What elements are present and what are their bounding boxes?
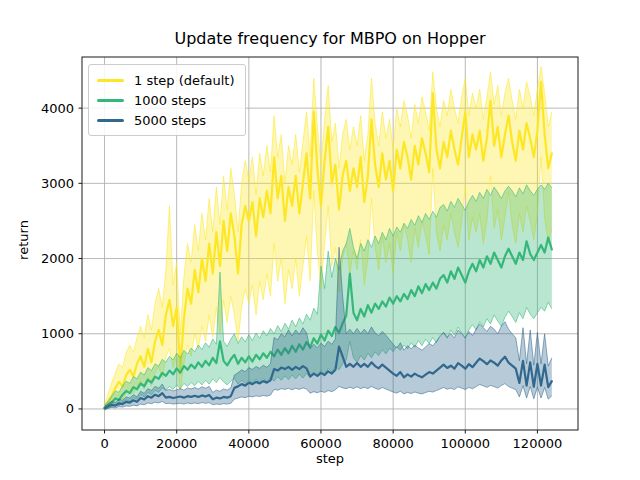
legend-entry-1-step-default: 1 step (default): [97, 70, 237, 90]
y-axis-label: return: [16, 220, 31, 260]
y-tick-label-4000: 4000: [41, 101, 74, 116]
x-tick-label-40000: 40000: [228, 436, 269, 451]
x-axis-label: step: [82, 451, 578, 466]
legend: 1 step (default) 1000 steps 5000 steps: [88, 64, 246, 136]
legend-swatch-1000-steps: [97, 99, 124, 102]
legend-swatch-1-step-default: [97, 79, 124, 82]
legend-label: 1000 steps: [134, 93, 206, 108]
legend-entry-1000-steps: 1000 steps: [97, 90, 237, 110]
legend-entry-5000-steps: 5000 steps: [97, 110, 237, 130]
figure: Update frequency for MBPO on Hopper 0200…: [0, 0, 640, 480]
legend-label: 5000 steps: [134, 113, 206, 128]
x-tick-label-80000: 80000: [372, 436, 413, 451]
x-tick-label-100000: 100000: [440, 436, 490, 451]
y-tick-label-3000: 3000: [41, 176, 74, 191]
x-tick-label-0: 0: [100, 436, 108, 451]
y-tick-label-0: 0: [66, 401, 74, 416]
x-tick-label-60000: 60000: [300, 436, 341, 451]
x-tick-label-20000: 20000: [156, 436, 197, 451]
legend-swatch-5000-steps: [97, 119, 124, 122]
y-tick-label-2000: 2000: [41, 251, 74, 266]
y-tick-label-1000: 1000: [41, 326, 74, 341]
legend-label: 1 step (default): [134, 73, 235, 88]
x-tick-label-120000: 120000: [513, 436, 563, 451]
